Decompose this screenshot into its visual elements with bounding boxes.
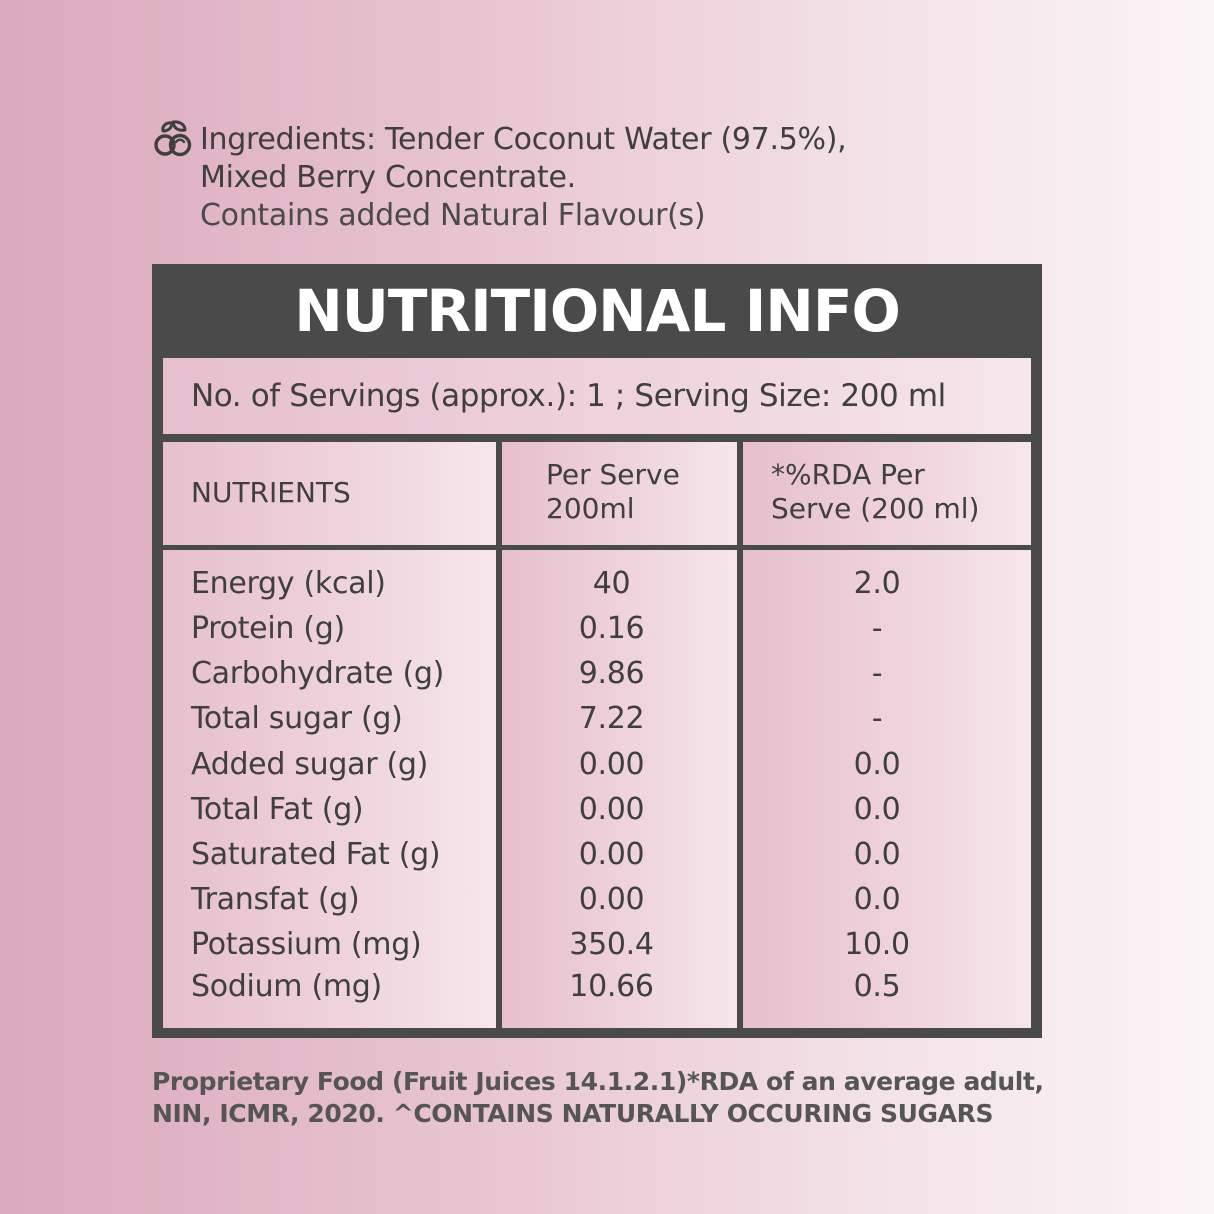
- per-serve-value: 0.16: [578, 611, 645, 646]
- nutrient-name: Carbohydrate (g): [191, 656, 444, 691]
- per-serve-value: 0.00: [578, 792, 645, 827]
- header-rda: *%RDA Per Serve (200 ml): [743, 442, 1031, 545]
- nutrient-name: Transfat (g): [191, 882, 360, 917]
- rda-value: 10.0: [844, 927, 910, 962]
- header-per-serve-line-1: Per Serve: [546, 458, 680, 491]
- nutrient-name: Energy (kcal): [191, 566, 386, 601]
- panel-title: NUTRITIONAL INFO: [294, 277, 901, 345]
- per-serve-value: 9.86: [578, 656, 645, 691]
- footer-note: Proprietary Food (Fruit Juices 14.1.2.1)…: [152, 1066, 1112, 1130]
- per-serve-value: 10.66: [569, 969, 654, 1004]
- header-per-serve: Per Serve 200ml: [502, 442, 737, 545]
- nutrient-name: Sodium (mg): [191, 969, 382, 1004]
- nutrition-panel: NUTRITIONAL INFO No. of Servings (approx…: [152, 264, 1042, 1038]
- per-serve-column: 40 0.16 9.86 7.22 0.00 0.00 0.00 0.00 350.4 10.66: [502, 550, 737, 1028]
- rda-value: 0.0: [853, 882, 901, 917]
- nutrient-name: Saturated Fat (g): [191, 837, 441, 872]
- nutrient-name: Potassium (mg): [191, 927, 422, 962]
- rda-column: 2.0 - - - 0.0 0.0 0.0 0.0 10.0 0.5: [743, 550, 1031, 1028]
- header-nutrients-label: NUTRIENTS: [191, 476, 351, 509]
- header-rda-line-2: Serve (200 ml): [771, 492, 980, 525]
- rda-value: 2.0: [853, 566, 901, 601]
- rda-value: -: [871, 656, 883, 691]
- rda-value: -: [871, 611, 883, 646]
- leaf-fruit-icon: [154, 120, 192, 157]
- per-serve-value: 0.00: [578, 747, 645, 782]
- footer-line-1: Proprietary Food (Fruit Juices 14.1.2.1)…: [152, 1067, 1044, 1096]
- nutrient-name: Total Fat (g): [191, 792, 364, 827]
- servings-info: No. of Servings (approx.): 1 ; Serving S…: [163, 358, 1031, 434]
- ingredients-line-1: Ingredients: Tender Coconut Water (97.5%…: [200, 122, 847, 157]
- per-serve-value: 40: [592, 566, 631, 601]
- header-rda-line-1: *%RDA Per: [771, 458, 925, 491]
- footer-line-2: NIN, ICMR, 2020. ^CONTAINS NATURALLY OCC…: [152, 1099, 994, 1128]
- rda-value: 0.5: [853, 969, 901, 1004]
- ingredients-line-2: Mixed Berry Concentrate.: [200, 160, 576, 195]
- ingredients-note: Contains added Natural Flavour(s): [200, 198, 706, 233]
- rda-value: 0.0: [853, 792, 901, 827]
- per-serve-value: 7.22: [578, 701, 645, 736]
- nutrient-name: Added sugar (g): [191, 747, 429, 782]
- header-nutrients: NUTRIENTS: [163, 442, 496, 545]
- per-serve-value: 0.00: [578, 837, 645, 872]
- rda-value: -: [871, 701, 883, 736]
- per-serve-value: 350.4: [569, 927, 654, 962]
- rda-value: 0.0: [853, 747, 901, 782]
- nutrient-name: Protein (g): [191, 611, 345, 646]
- rda-value: 0.0: [853, 837, 901, 872]
- nutrient-name: Total sugar (g): [191, 701, 403, 736]
- header-per-serve-line-2: 200ml: [546, 492, 635, 525]
- per-serve-value: 0.00: [578, 882, 645, 917]
- nutrient-names-column: Energy (kcal) Protein (g) Carbohydrate (g)…: [163, 550, 496, 1028]
